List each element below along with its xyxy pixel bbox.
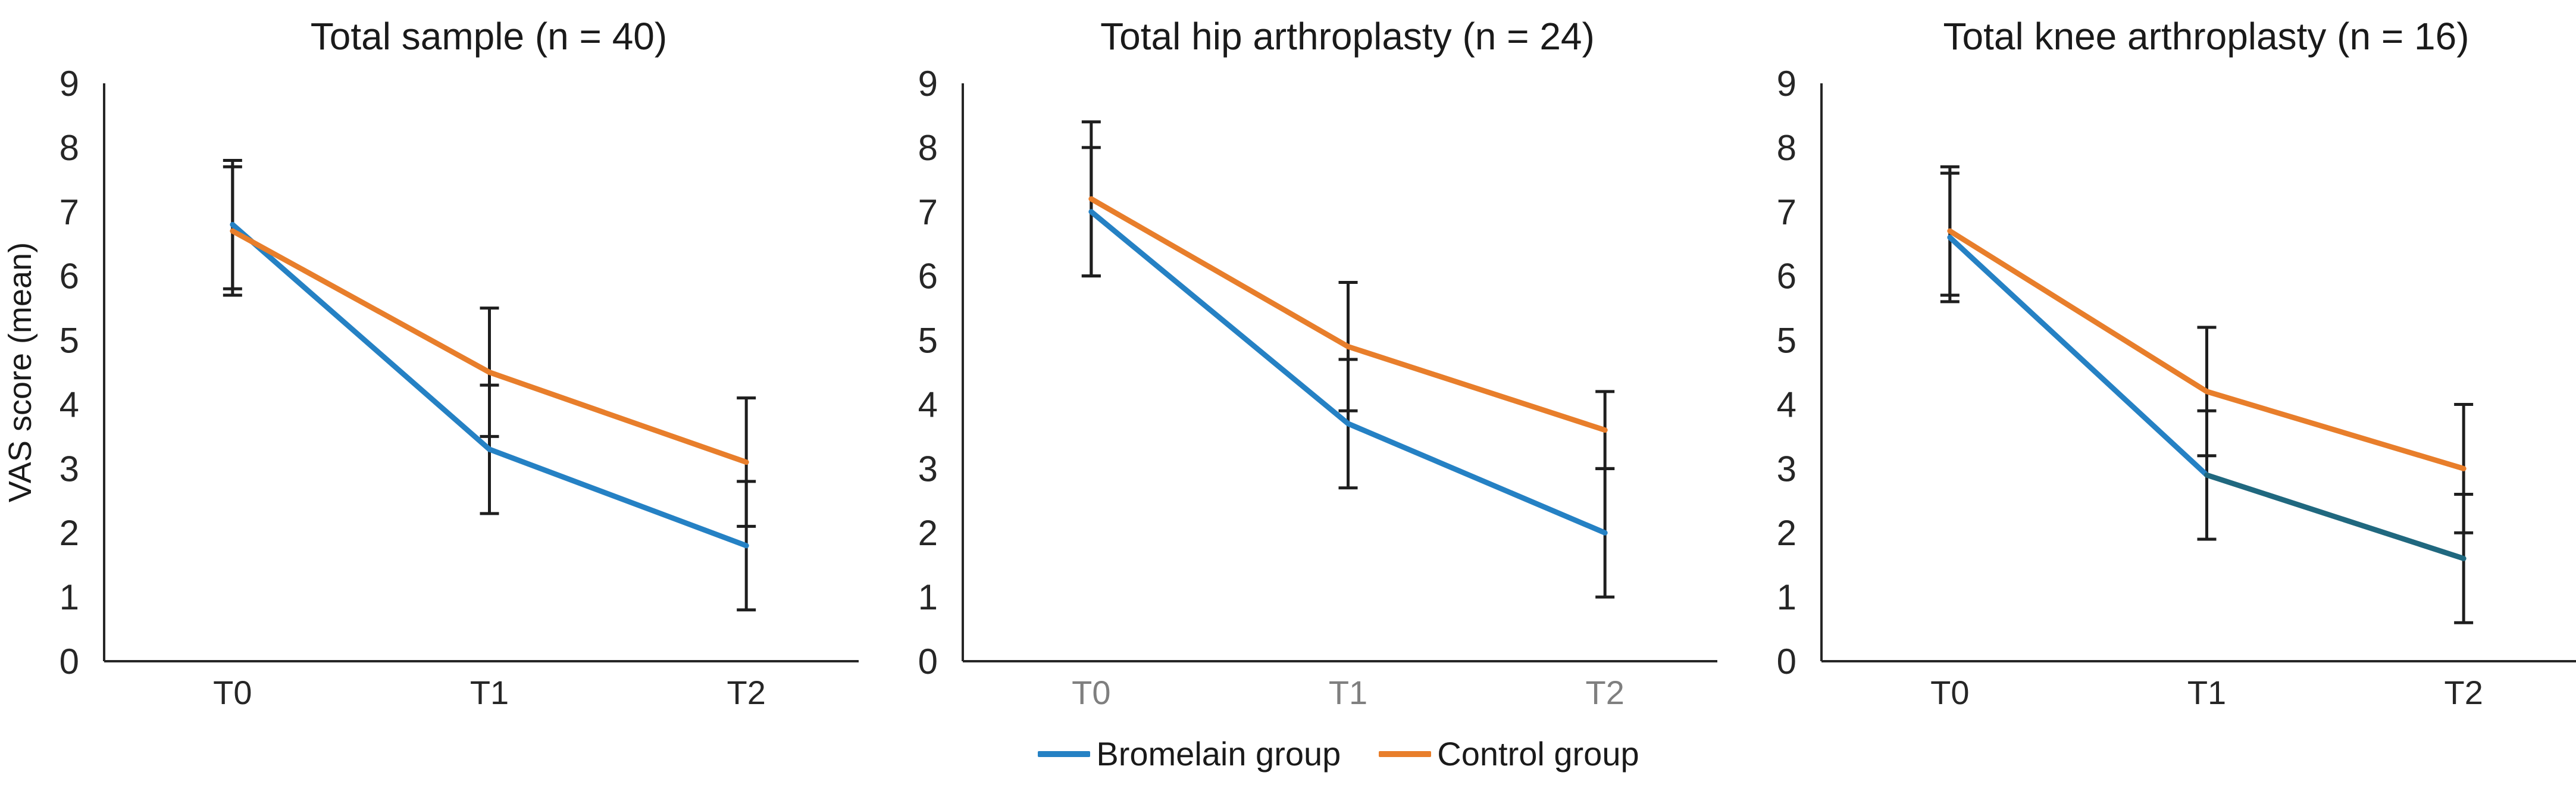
y-tick-label: 7 — [918, 192, 938, 232]
x-tick-label: T0 — [1072, 674, 1110, 711]
y-tick-label: 3 — [60, 449, 79, 489]
series-line-bromelain-group — [2204, 472, 2467, 561]
y-tick-label: 6 — [1777, 257, 1796, 296]
y-tick-label: 1 — [1777, 577, 1796, 617]
chart-title-total-sample: Total sample (n = 40) — [310, 15, 668, 58]
x-tick-label: T2 — [1585, 674, 1624, 711]
y-tick-label: 2 — [1777, 513, 1796, 553]
line-chart-total-knee: 0 1 2 3 4 5 6 7 8 9 T0 T1 T2 — [1777, 64, 2576, 711]
y-tick-label: 2 — [918, 513, 938, 553]
legend-line-swatch-bromelain — [1038, 751, 1091, 757]
legend: Bromelain group Control group — [0, 734, 2576, 773]
series-line-bromelain-group — [1088, 209, 1351, 427]
chart-panel-total-knee: Total knee arthroplasty (n = 16) 0 1 2 3 4 5 6… — [1717, 0, 2576, 788]
legend-line-swatch-control — [1379, 751, 1432, 757]
x-tick-label: T0 — [213, 674, 252, 711]
series-line-control-group — [2204, 389, 2467, 471]
y-tick-label: 8 — [918, 128, 938, 168]
y-tick-label: 4 — [918, 384, 938, 424]
y-tick-label: 6 — [918, 257, 938, 296]
y-tick-label: 7 — [60, 192, 79, 232]
legend-item-control: Control group — [1379, 734, 1639, 773]
series-line-bromelain-group — [1947, 234, 2209, 478]
x-tick-label: T1 — [1329, 674, 1367, 711]
legend-label-bromelain: Bromelain group — [1096, 735, 1341, 773]
y-tick-label: 5 — [60, 321, 79, 361]
y-tick-label: 0 — [1777, 642, 1796, 681]
y-tick-label: 9 — [918, 64, 938, 104]
x-tick-label: T1 — [2187, 674, 2226, 711]
y-tick-label: 9 — [1777, 64, 1796, 104]
y-tick-label: 0 — [918, 642, 938, 681]
y-tick-label: 7 — [1777, 192, 1796, 232]
y-tick-label: 1 — [60, 577, 79, 617]
y-tick-label: 3 — [1777, 449, 1796, 489]
chart-panel-total-sample: Total sample (n = 40) 0 1 2 3 4 5 6 7 8 9 T0 T1 T2 VA… — [0, 0, 859, 788]
x-tick-label: T2 — [2444, 674, 2483, 711]
y-tick-label: 9 — [60, 64, 79, 104]
y-tick-label: 5 — [1777, 321, 1796, 361]
legend-item-bromelain: Bromelain group — [1038, 734, 1341, 773]
chart-title-total-knee: Total knee arthroplasty (n = 16) — [1943, 15, 2469, 58]
line-chart-total-sample: 0 1 2 3 4 5 6 7 8 9 T0 T1 T2 VAS score (mean) — [2, 64, 859, 711]
x-tick-label: T0 — [1930, 674, 1969, 711]
series-line-control-group — [1947, 228, 2209, 395]
y-tick-label: 8 — [60, 128, 79, 168]
y-tick-label: 4 — [60, 384, 79, 424]
series-line-control-group — [1088, 196, 1351, 349]
y-tick-label: 4 — [1777, 384, 1796, 424]
series-line-bromelain-group — [1345, 421, 1608, 536]
chart-panel-total-hip: Total hip arthroplasty (n = 24) 0 1 2 3 4 5 6 7… — [859, 0, 1717, 788]
legend-label-control: Control group — [1437, 735, 1639, 773]
line-chart-total-hip: 0 1 2 3 4 5 6 7 8 9 T0 T1 T2 — [918, 64, 1717, 711]
series-line-bromelain-group — [230, 221, 492, 452]
x-tick-label: T1 — [470, 674, 509, 711]
y-tick-label: 8 — [1777, 128, 1796, 168]
y-tick-label: 0 — [60, 642, 79, 681]
y-tick-label: 1 — [918, 577, 938, 617]
series-line-control-group — [1345, 343, 1608, 433]
y-tick-label: 6 — [60, 257, 79, 296]
y-tick-label: 2 — [60, 513, 79, 553]
y-axis-title: VAS score (mean) — [2, 242, 38, 502]
x-tick-label: T2 — [727, 674, 765, 711]
y-tick-label: 3 — [918, 449, 938, 489]
series-line-control-group — [487, 370, 749, 465]
chart-title-total-hip: Total hip arthroplasty (n = 24) — [1100, 15, 1595, 58]
y-tick-label: 5 — [918, 321, 938, 361]
series-line-control-group — [230, 228, 492, 375]
series-line-bromelain-group — [487, 446, 749, 549]
